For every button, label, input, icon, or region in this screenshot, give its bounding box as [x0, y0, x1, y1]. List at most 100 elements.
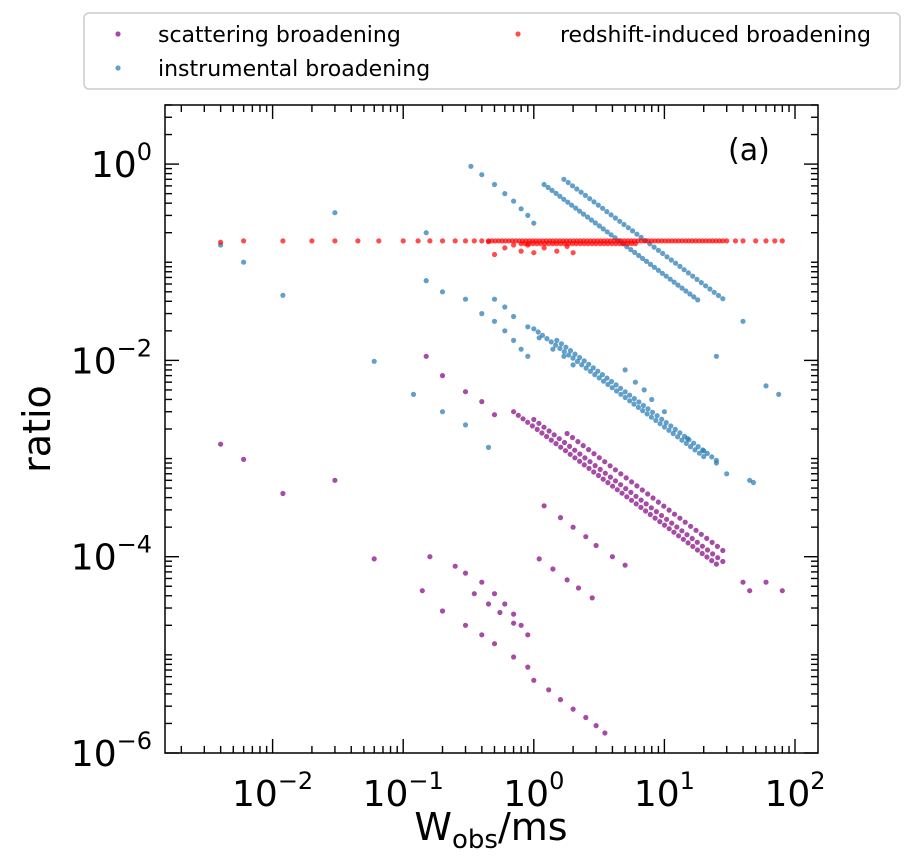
data-point-scattering: [645, 491, 651, 497]
data-point-instrumental: [485, 444, 492, 450]
data-point-scattering: [612, 478, 619, 484]
data-point-instrumental: [581, 358, 587, 364]
data-point-instrumental: [666, 427, 672, 433]
data-point-instrumental: [704, 450, 710, 456]
data-point-scattering: [593, 723, 599, 729]
data-point-scattering: [577, 458, 583, 464]
data-point-scattering: [570, 706, 576, 712]
data-point-instrumental: [663, 273, 669, 279]
data-point-instrumental: [688, 444, 694, 450]
data-point-scattering: [619, 490, 625, 496]
data-point-instrumental: [583, 365, 589, 371]
series-instrumental: [218, 163, 782, 486]
data-point-scattering: [657, 519, 663, 525]
data-point-scattering: [575, 585, 582, 591]
data-point-scattering: [332, 477, 338, 483]
data-point-scattering: [669, 520, 675, 526]
data-point-instrumental: [439, 289, 446, 295]
data-point-scattering: [688, 523, 694, 529]
data-point-instrumental: [588, 217, 595, 223]
data-point-instrumental: [525, 324, 531, 330]
data-point-instrumental: [621, 221, 627, 228]
data-point-scattering: [704, 554, 710, 560]
data-point-scattering: [557, 515, 564, 521]
data-point-instrumental: [632, 379, 639, 385]
data-point-scattering: [693, 527, 699, 533]
data-point-scattering: [546, 428, 552, 434]
legend-frame: [83, 12, 901, 90]
data-point-instrumental: [627, 398, 633, 404]
data-point-redshift: [355, 238, 361, 244]
data-point-instrumental: [491, 296, 498, 302]
data-point-scattering: [623, 475, 629, 481]
data-point-instrumental: [604, 375, 610, 381]
data-point-instrumental: [763, 383, 769, 389]
data-point-instrumental: [587, 196, 593, 202]
data-point-redshift: [241, 238, 247, 244]
data-point-scattering: [580, 443, 586, 449]
data-point-instrumental: [636, 252, 642, 259]
data-point-instrumental: [600, 226, 606, 232]
data-point-instrumental: [541, 181, 547, 188]
data-point-scattering: [643, 501, 649, 507]
data-point-instrumental: [694, 276, 700, 282]
data-point-instrumental: [587, 368, 594, 374]
data-point-scattering: [647, 511, 653, 518]
data-point-instrumental: [667, 276, 673, 282]
data-point-scattering: [694, 547, 701, 553]
data-point-instrumental: [548, 339, 554, 345]
data-point-instrumental: [654, 413, 660, 419]
data-point-scattering: [548, 437, 554, 443]
data-point-instrumental: [707, 286, 713, 292]
data-point-scattering: [577, 451, 583, 457]
data-point-instrumental: [479, 311, 485, 317]
data-point-redshift: [621, 241, 627, 247]
data-point-instrumental: [612, 215, 619, 221]
data-point-instrumental: [617, 218, 623, 224]
data-point-scattering: [581, 462, 587, 468]
data-point-scattering: [648, 505, 654, 511]
data-point-scattering: [676, 533, 682, 539]
data-point-scattering: [679, 528, 685, 534]
data-point-scattering: [710, 551, 716, 557]
data-point-scattering: [713, 561, 720, 567]
y-axis-label: ratio: [15, 385, 59, 473]
data-point-instrumental: [622, 394, 628, 401]
data-point-instrumental: [569, 202, 575, 208]
data-point-instrumental: [577, 354, 583, 361]
data-point-scattering: [671, 511, 678, 517]
data-point-redshift: [479, 238, 485, 244]
data-point-scattering: [747, 588, 753, 594]
data-point-instrumental: [410, 391, 417, 397]
data-point-instrumental: [539, 332, 546, 338]
data-point-instrumental: [679, 285, 685, 291]
data-point-scattering: [699, 543, 706, 549]
data-point-scattering: [661, 503, 667, 509]
data-points: [218, 163, 785, 736]
data-point-instrumental: [525, 212, 531, 218]
data-point-instrumental: [677, 263, 683, 269]
data-point-instrumental: [636, 399, 642, 405]
data-point-instrumental: [659, 416, 665, 422]
data-point-instrumental: [679, 437, 685, 443]
x-tick-label: 101: [634, 767, 695, 815]
data-point-instrumental: [577, 208, 583, 214]
data-point-redshift: [522, 241, 528, 247]
data-point-instrumental: [713, 457, 720, 463]
data-point-scattering: [633, 501, 639, 507]
data-point-scattering: [602, 730, 608, 736]
data-point-instrumental: [582, 192, 589, 198]
data-point-scattering: [567, 443, 573, 449]
data-point-scattering: [561, 439, 568, 446]
data-point-scattering: [602, 459, 608, 465]
data-point-instrumental: [685, 270, 692, 276]
data-point-redshift: [585, 241, 591, 247]
data-point-instrumental: [573, 205, 579, 211]
series-redshift: [218, 238, 785, 258]
data-point-scattering: [531, 416, 537, 423]
data-point-redshift: [534, 241, 540, 247]
data-point-instrumental: [683, 288, 689, 294]
data-point-scattering: [658, 512, 665, 519]
data-point-redshift: [573, 241, 579, 247]
data-point-scattering: [623, 486, 629, 492]
